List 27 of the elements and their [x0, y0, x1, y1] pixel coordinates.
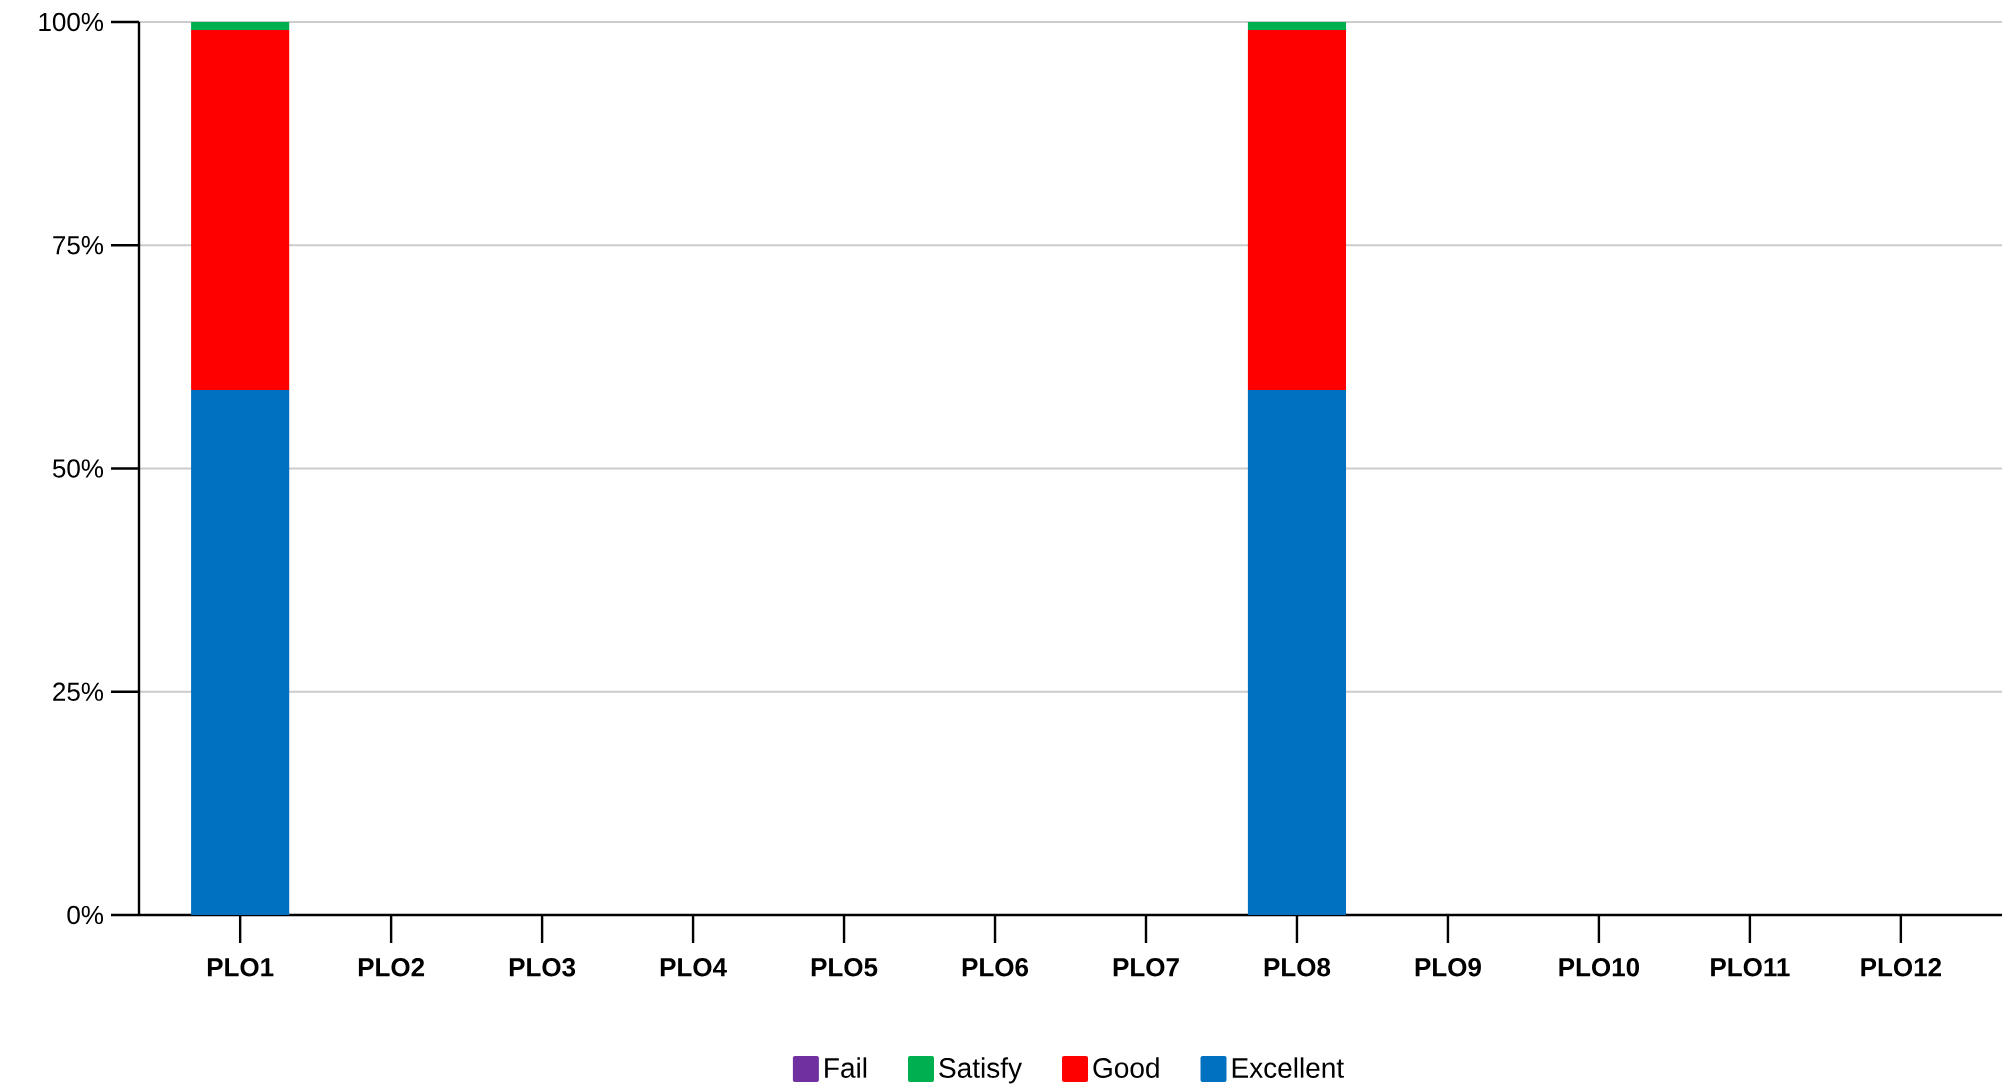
- x-tick-label: PLO5: [811, 958, 878, 977]
- bar: [1247, 389, 1347, 915]
- bar: [191, 30, 290, 390]
- x-tick-label: PLO12: [1861, 958, 1942, 977]
- y-tick-label: 0%: [67, 905, 104, 925]
- y-tick-label: 50%: [52, 459, 104, 478]
- legend-label: Satisfy: [939, 1057, 1022, 1084]
- x-tick-label: PLO11: [1711, 958, 1790, 977]
- y-tick-label: 25%: [53, 682, 104, 701]
- legend-label: Fail: [825, 1057, 867, 1078]
- legend-label: Excellent: [1232, 1057, 1344, 1078]
- x-tick-label: PLO10: [1559, 958, 1640, 977]
- y-tick-label: 100%: [39, 12, 104, 32]
- bar: [191, 22, 290, 31]
- x-tick-label: PLO4: [660, 958, 727, 977]
- x-tick-label: PLO2: [358, 958, 425, 977]
- x-tick-label: PLO9: [1415, 958, 1481, 977]
- x-tick-label: PLO7: [1113, 958, 1179, 977]
- x-tick-label: PLO1: [207, 958, 274, 977]
- legend-label: Good: [1093, 1057, 1159, 1078]
- y-tick-label: 75%: [53, 236, 104, 255]
- x-tick-label: PLO3: [509, 958, 576, 977]
- x-tick-label: PLO6: [962, 958, 1029, 977]
- bar: [191, 389, 290, 915]
- x-tick-label: PLO8: [1264, 958, 1331, 977]
- bar: [1247, 22, 1347, 31]
- bar: [1247, 30, 1347, 390]
